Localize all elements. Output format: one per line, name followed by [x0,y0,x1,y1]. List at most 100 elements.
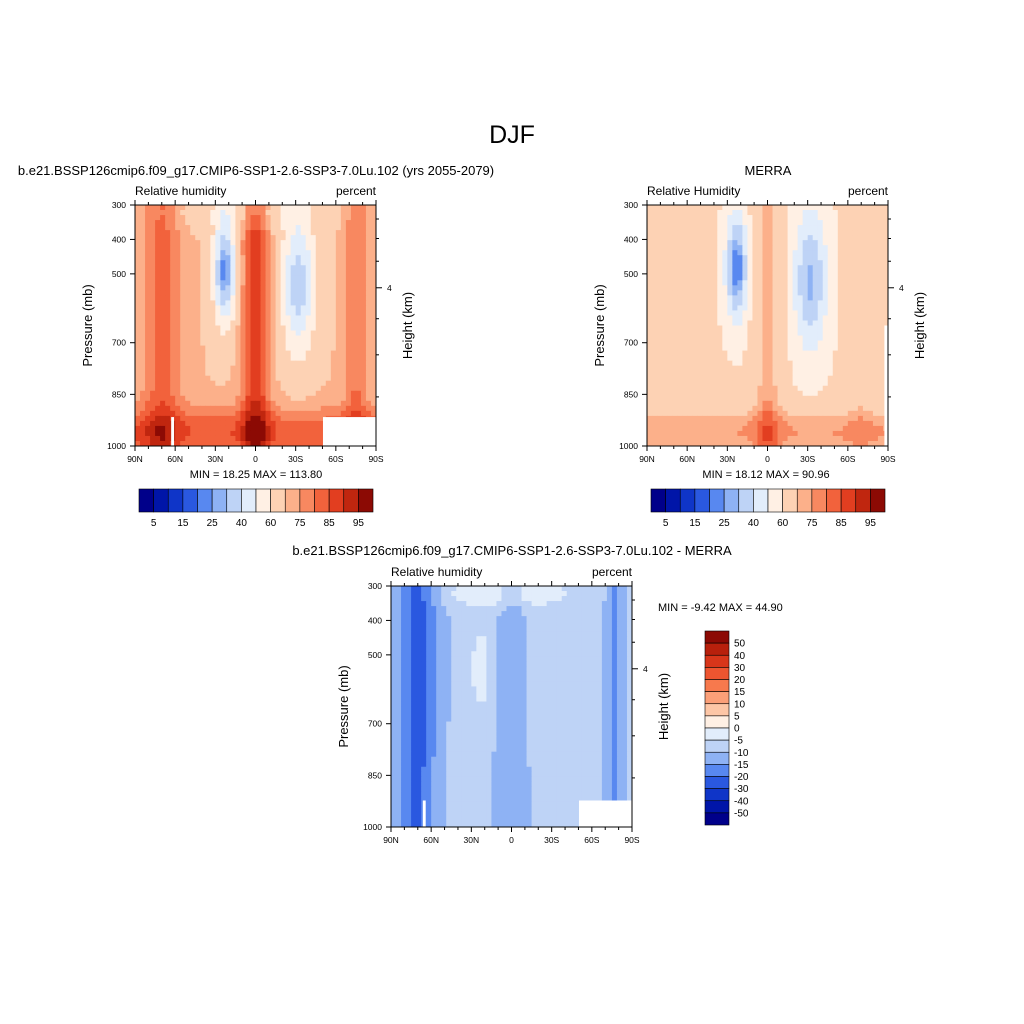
contour-cell [867,310,874,316]
contour-cell [717,395,723,402]
contour-cell [145,270,151,276]
contour-cell [707,325,713,331]
contour-cell [601,596,608,602]
contour-cell [647,370,653,377]
contour-cell [837,430,844,437]
contour-cell [185,230,191,236]
contour-cell [180,370,186,377]
contour-cell [717,330,723,336]
contour-cell [260,375,266,382]
contour-cell [807,395,814,402]
contour-cell [837,300,844,306]
contour-cell [145,430,151,437]
contour-cell [370,205,377,211]
y-axis-label: Pressure (mb) [592,284,607,366]
contour-cell [145,295,151,301]
contour-cell [742,425,748,432]
contour-cell [657,365,663,372]
contour-cell [747,220,753,226]
contour-cell [707,375,713,382]
contour-cell [652,410,658,417]
contour-cell [300,210,307,216]
contour-cell [822,305,829,311]
contour-cell [180,425,186,432]
contour-cell [165,375,171,382]
contour-cell [245,385,251,392]
contour-cell [365,250,372,256]
contour-cell [757,345,763,351]
contour-cell [150,280,156,286]
contour-cell [657,390,663,397]
contour-cell [255,400,261,407]
contour-cell [647,305,653,311]
contour-cell [245,415,251,422]
contour-cell [180,205,186,211]
x-tick-label: 90N [639,454,655,464]
contour-cell [195,315,201,321]
contour-cell [652,260,658,266]
contour-cell [135,440,141,447]
contour-cell [160,285,166,291]
contour-cell [762,205,768,211]
contour-cell [230,315,236,321]
contour-cell [250,265,256,271]
contour-cell [160,415,166,422]
contour-cell [225,410,231,417]
contour-cell [682,205,688,211]
contour-cell [707,265,713,271]
colorbar-label: 5 [151,518,157,529]
contour-cell [707,385,713,392]
contour-cell [300,380,307,387]
contour-cell [752,210,758,216]
contour-cell [757,400,763,407]
contour-cell [190,335,196,341]
contour-cell [732,225,738,231]
contour-cell [882,225,889,231]
contour-cell [145,310,151,316]
contour-cell [872,405,879,412]
contour-cell [265,295,271,301]
contour-cell [245,290,251,296]
contour-cell [692,240,698,246]
contour-cell [857,325,864,331]
contour-cell [772,390,778,397]
contour-cell [857,280,864,286]
contour-cell [757,360,763,367]
contour-cell [365,270,372,276]
contour-cell [315,420,322,427]
contour-cell [160,355,166,362]
contour-cell [531,601,537,607]
contour-cell [882,275,889,281]
contour-cell [662,370,668,377]
contour-cell [370,260,377,266]
contour-cell [240,265,246,271]
contour-cell [205,435,211,442]
contour-cell [692,350,698,357]
contour-cell [240,205,246,211]
contour-cell [200,210,206,216]
contour-cell [275,225,281,231]
contour-cell [827,215,834,221]
contour-cell [200,375,206,382]
contour-cell [315,325,322,331]
contour-cell [295,325,302,331]
colorbar-swatch [870,488,886,513]
contour-cell [245,225,251,231]
contour-cell [797,400,804,407]
contour-cell [150,425,156,432]
contour-cell [862,250,869,256]
contour-cell [772,370,778,377]
contour-cell [872,435,879,442]
contour-cell [295,360,302,367]
contour-cell [225,245,231,251]
contour-cell [175,390,181,397]
contour-cell [777,255,783,261]
contour-cell [275,405,281,412]
contour-cell [777,285,783,291]
contour-cell [145,375,151,382]
contour-cell [155,435,161,442]
contour-cell [852,405,859,412]
contour-cell [672,380,678,387]
contour-cell [350,365,357,372]
contour-cell [255,235,261,241]
